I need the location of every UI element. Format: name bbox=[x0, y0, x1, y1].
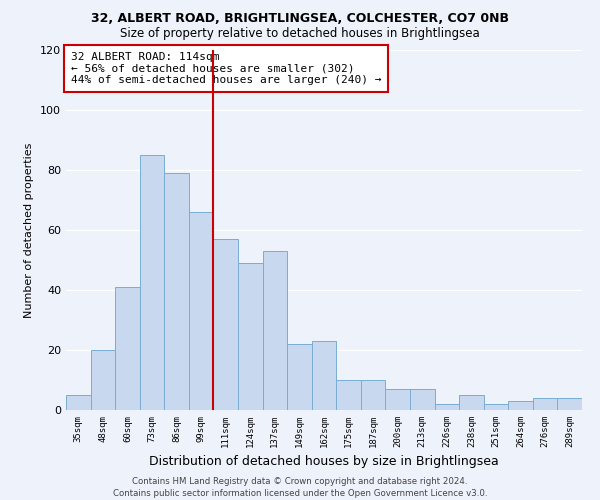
Bar bbox=[287, 344, 312, 410]
Text: 32 ALBERT ROAD: 114sqm
← 56% of detached houses are smaller (302)
44% of semi-de: 32 ALBERT ROAD: 114sqm ← 56% of detached… bbox=[71, 52, 382, 85]
Bar bbox=[312, 341, 336, 410]
Bar bbox=[263, 251, 287, 410]
Bar bbox=[361, 380, 385, 410]
Text: Contains HM Land Registry data © Crown copyright and database right 2024.: Contains HM Land Registry data © Crown c… bbox=[132, 477, 468, 486]
Bar bbox=[214, 239, 238, 410]
Bar bbox=[434, 404, 459, 410]
Text: 32, ALBERT ROAD, BRIGHTLINGSEA, COLCHESTER, CO7 0NB: 32, ALBERT ROAD, BRIGHTLINGSEA, COLCHEST… bbox=[91, 12, 509, 26]
Bar bbox=[115, 287, 140, 410]
Bar bbox=[459, 395, 484, 410]
Bar bbox=[410, 389, 434, 410]
Bar bbox=[557, 398, 582, 410]
Bar bbox=[164, 173, 189, 410]
Bar bbox=[508, 401, 533, 410]
Bar bbox=[336, 380, 361, 410]
Bar bbox=[189, 212, 214, 410]
Bar bbox=[140, 155, 164, 410]
Bar bbox=[238, 263, 263, 410]
Bar bbox=[385, 389, 410, 410]
Bar bbox=[66, 395, 91, 410]
Text: Size of property relative to detached houses in Brightlingsea: Size of property relative to detached ho… bbox=[120, 28, 480, 40]
Text: Contains public sector information licensed under the Open Government Licence v3: Contains public sector information licen… bbox=[113, 488, 487, 498]
X-axis label: Distribution of detached houses by size in Brightlingsea: Distribution of detached houses by size … bbox=[149, 456, 499, 468]
Y-axis label: Number of detached properties: Number of detached properties bbox=[25, 142, 34, 318]
Bar bbox=[533, 398, 557, 410]
Bar bbox=[91, 350, 115, 410]
Bar bbox=[484, 404, 508, 410]
